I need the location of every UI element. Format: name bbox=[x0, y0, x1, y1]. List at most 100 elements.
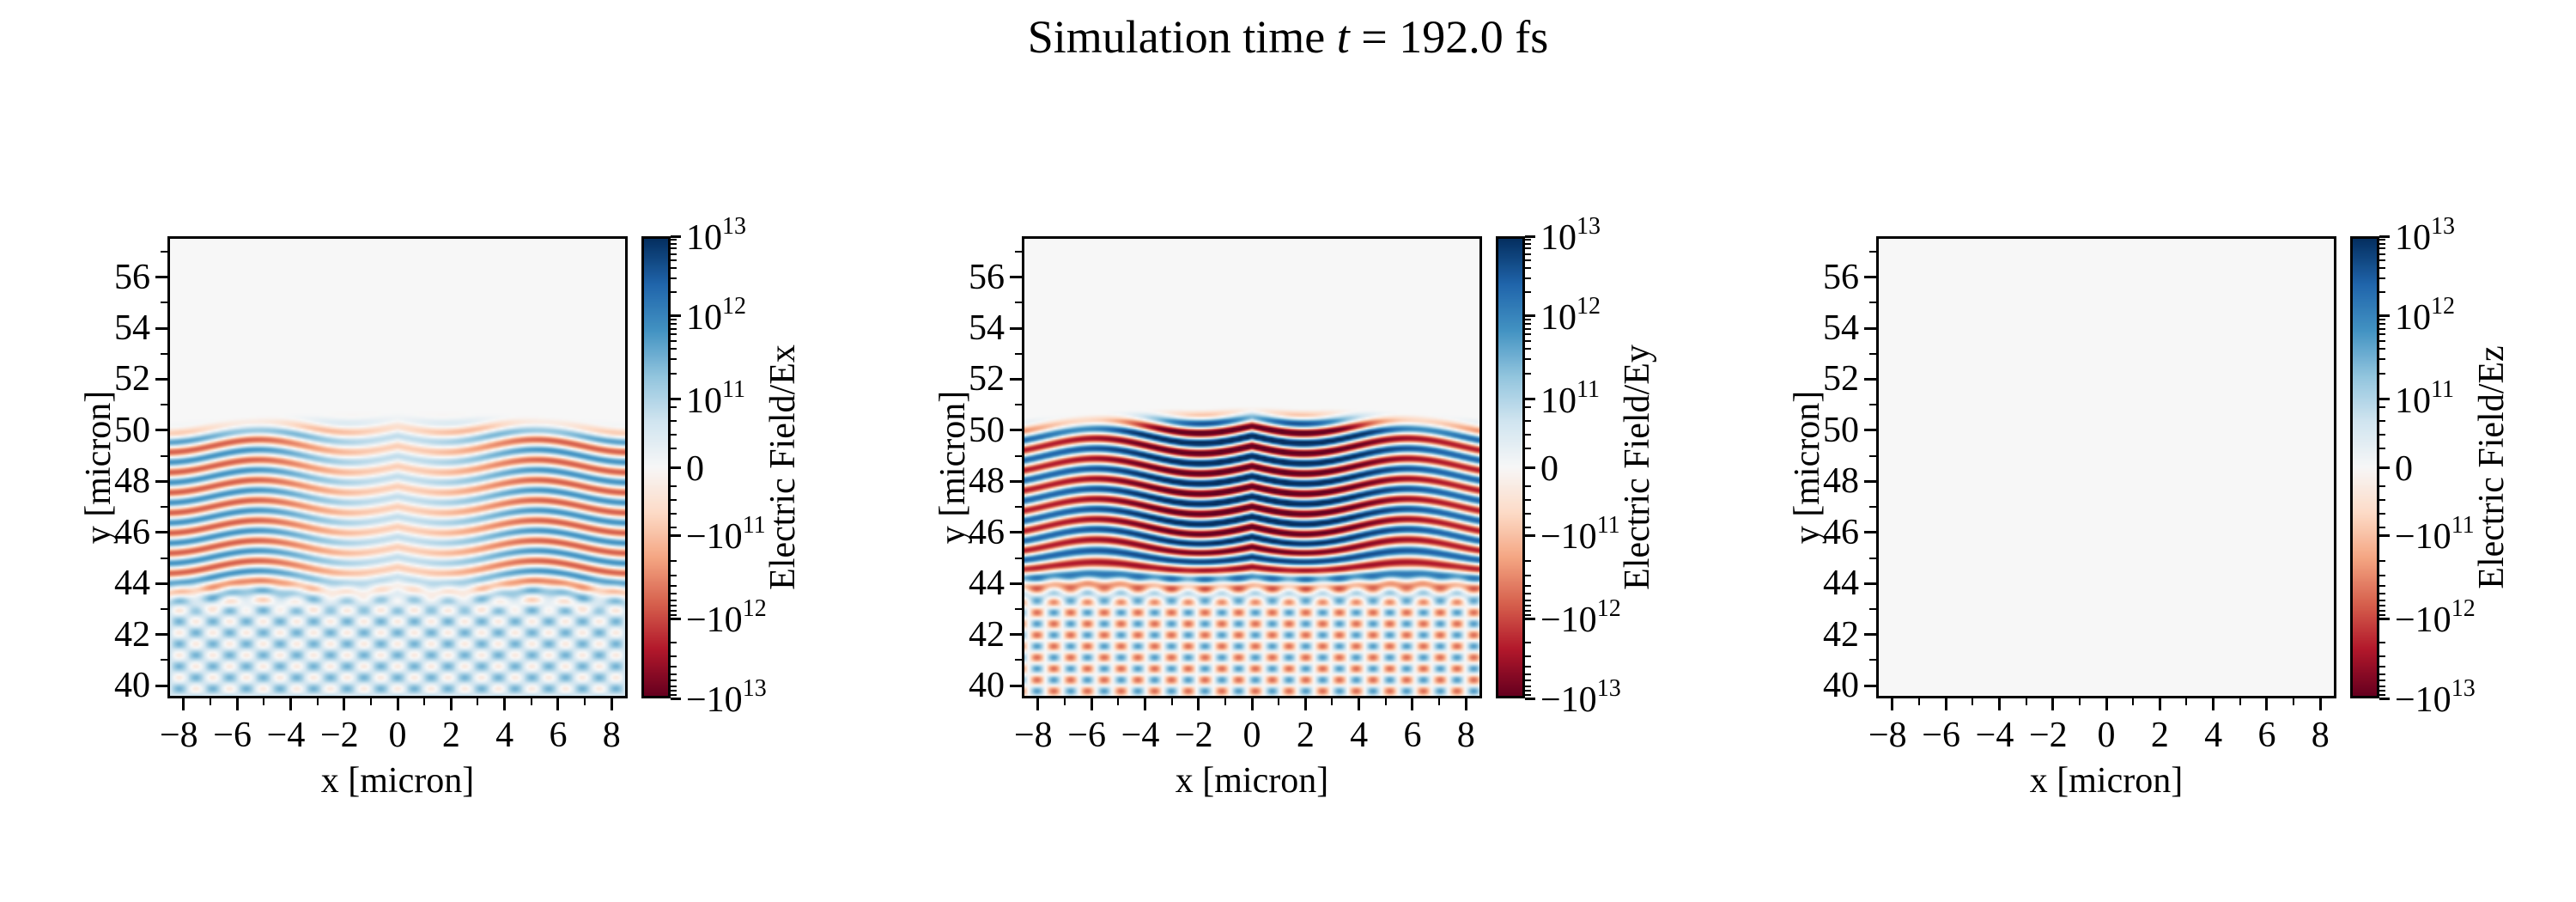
colorbar-minor-tick bbox=[2379, 242, 2385, 245]
y-tick-label: 54 bbox=[1823, 308, 1859, 348]
y-tick bbox=[1010, 326, 1022, 330]
x-tick-label: −4 bbox=[1121, 716, 1160, 755]
colorbar-minor-tick bbox=[1525, 642, 1531, 644]
colorbar-minor-tick bbox=[671, 605, 677, 607]
colorbar-minor-tick bbox=[1525, 559, 1531, 562]
colorbar-tick-exponent: 12 bbox=[722, 292, 746, 320]
y-minor-tick bbox=[161, 404, 167, 406]
colorbar-label: Electric Field/Ey bbox=[1618, 344, 1657, 590]
colorbar-tick bbox=[1525, 314, 1535, 318]
colorbar-minor-tick bbox=[1525, 609, 1531, 612]
colorbar-minor-tick bbox=[2379, 690, 2385, 692]
colorbar-tick bbox=[2379, 697, 2390, 700]
colorbar-minor-tick bbox=[1525, 323, 1531, 326]
colorbar-tick bbox=[671, 466, 681, 469]
x-tick bbox=[396, 698, 399, 710]
y-tick-label: 54 bbox=[114, 308, 150, 348]
colorbar-tick-base: −10 bbox=[686, 680, 743, 721]
colorbar-minor-tick bbox=[1525, 259, 1531, 261]
heatmap-axes-ey bbox=[1022, 236, 1482, 698]
heatmap-image-ez bbox=[1879, 239, 2334, 696]
y-tick-label: 42 bbox=[114, 614, 150, 655]
colorbar-tick-label: 0 bbox=[2395, 451, 2413, 487]
colorbar-minor-tick bbox=[1525, 266, 1531, 269]
colorbar-tick-exponent: 11 bbox=[1577, 375, 1600, 403]
colorbar-tick-exponent: 13 bbox=[2451, 675, 2476, 703]
colorbar-tick-label: −1012 bbox=[2395, 597, 2476, 641]
y-minor-tick bbox=[161, 557, 167, 559]
y-tick bbox=[155, 377, 167, 381]
y-minor-tick bbox=[1869, 302, 1876, 304]
colorbar-minor-tick bbox=[2379, 259, 2385, 261]
x-tick bbox=[1303, 698, 1307, 710]
colorbar-tick bbox=[671, 617, 681, 620]
colorbar-minor-tick bbox=[2379, 358, 2385, 361]
x-minor-tick bbox=[1971, 698, 1974, 705]
colorbar-tick-label: 1011 bbox=[2395, 377, 2454, 419]
x-tick-label: 8 bbox=[1456, 716, 1475, 755]
colorbar-tick-exponent: 12 bbox=[1577, 292, 1601, 320]
colorbar-gradient bbox=[1498, 239, 1522, 696]
x-tick bbox=[2212, 698, 2215, 710]
y-tick-label: 54 bbox=[969, 308, 1005, 348]
y-tick-label: 44 bbox=[969, 564, 1005, 604]
colorbar-minor-tick bbox=[671, 253, 677, 255]
x-tick bbox=[1411, 698, 1414, 710]
colorbar-tick-base: −10 bbox=[2395, 600, 2451, 641]
y-tick bbox=[1864, 429, 1876, 432]
x-minor-tick bbox=[1224, 698, 1226, 705]
colorbar-minor-tick bbox=[671, 373, 677, 375]
colorbar-minor-tick bbox=[1525, 613, 1531, 616]
colorbar-minor-tick bbox=[1525, 448, 1531, 450]
x-tick-label: −8 bbox=[1868, 716, 1907, 755]
y-tick bbox=[155, 633, 167, 637]
x-tick-label: 2 bbox=[441, 716, 460, 755]
colorbar-tick bbox=[671, 697, 681, 700]
colorbar-gradient bbox=[644, 239, 668, 696]
x-tick-label: −8 bbox=[159, 716, 198, 755]
x-tick bbox=[289, 698, 292, 710]
colorbar-minor-tick bbox=[671, 685, 677, 687]
x-tick-label: 0 bbox=[1242, 716, 1261, 755]
colorbar-minor-tick bbox=[671, 239, 677, 241]
y-tick bbox=[155, 429, 167, 432]
colorbar-minor-tick bbox=[1525, 680, 1531, 682]
x-minor-tick bbox=[530, 698, 532, 705]
colorbar-minor-tick bbox=[671, 613, 677, 616]
x-minor-tick bbox=[1917, 698, 1920, 705]
colorbar-tick bbox=[2379, 466, 2390, 469]
y-tick bbox=[1864, 276, 1876, 279]
heatmap-axes-ez bbox=[1876, 236, 2336, 698]
x-tick-label: 8 bbox=[602, 716, 621, 755]
y-tick-label: 44 bbox=[114, 564, 150, 604]
colorbar-minor-tick bbox=[671, 277, 677, 279]
colorbar-minor-tick bbox=[1525, 593, 1531, 595]
colorbar-tick-label: 0 bbox=[686, 451, 704, 487]
colorbar-tick-base: 0 bbox=[686, 449, 704, 490]
x-tick-label: −6 bbox=[213, 716, 252, 755]
y-minor-tick bbox=[1015, 250, 1022, 253]
colorbar-minor-tick bbox=[671, 290, 677, 293]
colorbar-minor-tick bbox=[2379, 348, 2385, 350]
colorbar-minor-tick bbox=[2379, 673, 2385, 676]
x-tick bbox=[2265, 698, 2269, 710]
colorbar-tick bbox=[1525, 697, 1535, 700]
y-tick bbox=[1864, 582, 1876, 585]
y-tick-label: 40 bbox=[1823, 666, 1859, 706]
colorbar-minor-tick bbox=[2379, 693, 2385, 696]
y-tick bbox=[155, 276, 167, 279]
colorbar-tick-exponent: 12 bbox=[742, 595, 767, 623]
colorbar-tick-base: 0 bbox=[2395, 449, 2413, 490]
colorbar-minor-tick bbox=[671, 680, 677, 682]
x-minor-tick bbox=[1438, 698, 1441, 705]
colorbar-minor-tick bbox=[1525, 253, 1531, 255]
x-tick-label: 4 bbox=[1350, 716, 1369, 755]
colorbar-tick-exponent: 12 bbox=[2451, 595, 2476, 623]
x-tick bbox=[1090, 698, 1093, 710]
y-tick-label: 56 bbox=[1823, 257, 1859, 297]
y-axis-label: y [micron] bbox=[79, 390, 118, 545]
colorbar-tick-base: 0 bbox=[1540, 449, 1558, 490]
colorbar-minor-tick bbox=[671, 526, 677, 528]
colorbar-minor-tick bbox=[671, 693, 677, 696]
figure-title: Simulation time t = 192.0 fs bbox=[0, 10, 2576, 64]
